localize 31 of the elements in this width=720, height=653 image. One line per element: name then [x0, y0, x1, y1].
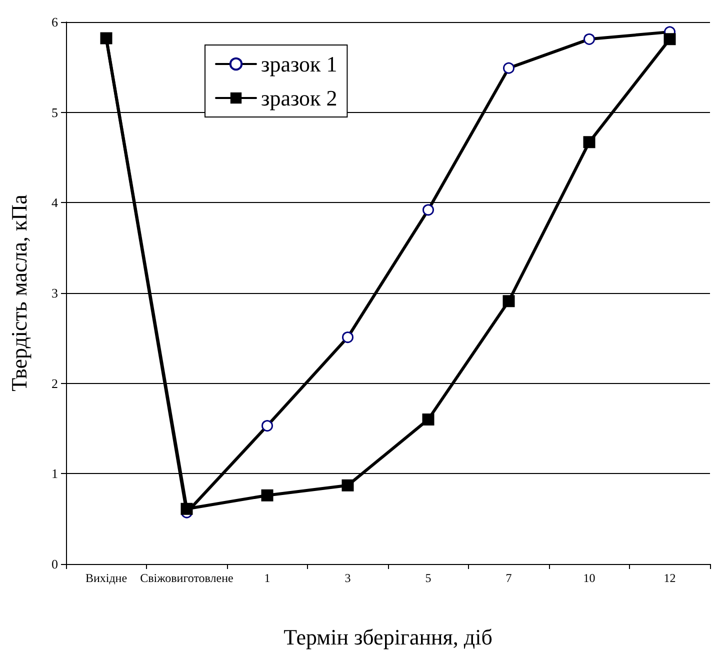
point [422, 413, 434, 426]
y-tick-label: 4 [52, 195, 58, 210]
point [502, 295, 515, 308]
x-tick-label: 12 [664, 571, 676, 585]
x-axis-title: Термін зберігання, діб [284, 624, 492, 650]
x-tick-label: Свіжовиготовлене [140, 571, 234, 585]
point [180, 502, 193, 515]
point [262, 420, 273, 432]
y-tick-label: 5 [52, 104, 58, 120]
y-tick-label: 3 [52, 286, 58, 300]
y-tick-label: 1 [52, 466, 58, 482]
point [261, 489, 274, 502]
x-tick-label: 10 [583, 571, 596, 585]
x-tick-label: Вихідне [85, 571, 128, 585]
point [584, 33, 595, 45]
point [664, 33, 676, 46]
x-tick-label: 5 [425, 571, 432, 585]
point [583, 136, 596, 148]
x-tick-label: 1 [264, 571, 270, 585]
x-tick-label: 3 [344, 571, 351, 585]
point [422, 204, 434, 216]
y-tick-label: 2 [52, 376, 58, 391]
point [342, 332, 354, 344]
y-tick-label: 0 [52, 556, 58, 572]
point [503, 62, 514, 74]
y-axis-title: Твердість масла, кПа [6, 194, 32, 392]
x-tick-label: 7 [506, 571, 512, 585]
legend-label: зразок 2 [261, 86, 338, 110]
y-tick-label: 6 [52, 14, 58, 30]
legend-label: зразок 1 [261, 52, 338, 76]
point [342, 479, 354, 492]
